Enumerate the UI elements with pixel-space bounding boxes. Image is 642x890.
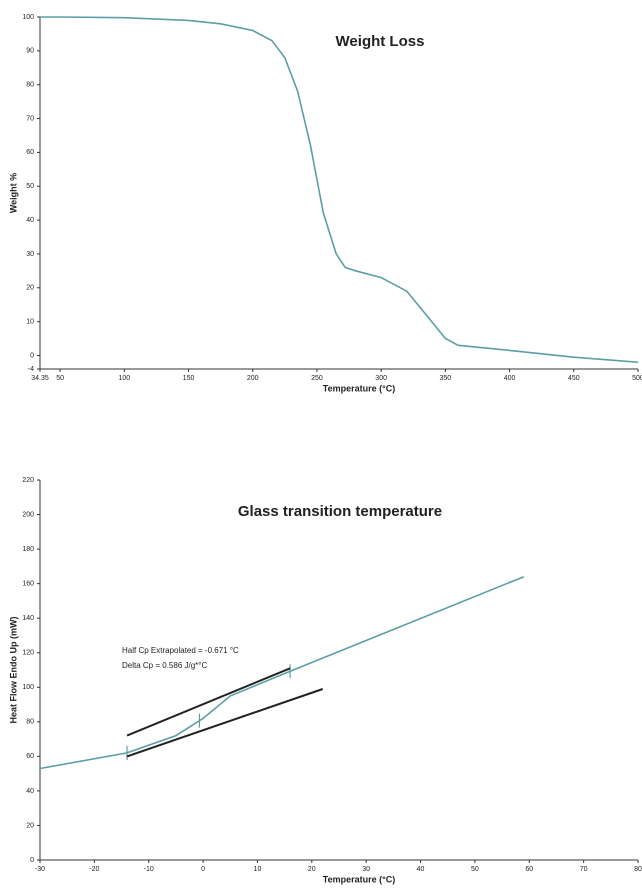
x-tick-label: 350 — [440, 375, 452, 382]
y-tick-label: 160 — [22, 580, 34, 587]
y-tick-label: 0 — [30, 352, 34, 359]
x-tick-label: -20 — [89, 866, 99, 873]
y-tick-label: 100 — [22, 14, 34, 21]
data-line — [40, 16, 639, 363]
annotation: Half Cp Extrapolated = -0.671 °C — [122, 646, 239, 655]
y-tick-label: -4 — [28, 366, 34, 373]
x-tick-label: 70 — [580, 866, 588, 873]
x-tick-label: 50 — [471, 866, 479, 873]
y-tick-label: 180 — [22, 546, 34, 553]
y-tick-label: 60 — [26, 149, 34, 156]
y-axis-title: Weight % — [8, 173, 18, 213]
chart-title: Weight Loss — [336, 33, 425, 50]
x-axis-title: Temperature (°C) — [323, 874, 395, 884]
data-line — [126, 688, 324, 758]
x-tick-label: 0 — [201, 866, 205, 873]
y-tick-label: 90 — [26, 48, 34, 55]
x-tick-label: 200 — [247, 375, 259, 382]
annotation: Delta Cp = 0.586 J/g*°C — [122, 661, 207, 670]
y-tick-label: 220 — [22, 477, 34, 484]
y-tick-label: 40 — [26, 217, 34, 224]
y-tick-label: 120 — [22, 650, 34, 657]
chart-title: Glass transition temperature — [238, 503, 442, 520]
y-tick-label: 20 — [26, 285, 34, 292]
y-tick-label: 80 — [26, 719, 34, 726]
x-tick-label: 80 — [634, 866, 642, 873]
y-tick-label: 80 — [26, 82, 34, 89]
y-tick-label: 20 — [26, 822, 34, 829]
x-tick-label: 400 — [504, 375, 516, 382]
y-tick-label: 200 — [22, 511, 34, 518]
y-tick-label: 140 — [22, 615, 34, 622]
x-tick-label: -10 — [144, 866, 154, 873]
x-tick-label: 300 — [375, 375, 387, 382]
x-tick-label: -30 — [35, 866, 45, 873]
y-tick-label: 0 — [30, 857, 34, 864]
x-tick-label: 10 — [254, 866, 262, 873]
x-axis-title: Temperature (°C) — [323, 383, 395, 393]
y-axis-title: Heat Flow Endo Up (mW) — [8, 617, 18, 724]
y-tick-label: 10 — [26, 318, 34, 325]
x-tick-label: 34.35 — [31, 375, 49, 382]
x-tick-label: 40 — [417, 866, 425, 873]
x-tick-label: 100 — [118, 375, 130, 382]
x-tick-label: 500 — [632, 375, 642, 382]
y-tick-label: 50 — [26, 183, 34, 190]
y-tick-label: 70 — [26, 115, 34, 122]
x-tick-label: 450 — [568, 375, 580, 382]
x-tick-label: 20 — [308, 866, 316, 873]
x-tick-label: 30 — [362, 866, 370, 873]
y-tick-label: 100 — [22, 684, 34, 691]
y-tick-label: 30 — [26, 251, 34, 258]
y-tick-label: 40 — [26, 788, 34, 795]
data-line — [126, 667, 291, 737]
y-tick-label: 60 — [26, 753, 34, 760]
x-tick-label: 50 — [56, 375, 64, 382]
x-tick-label: 60 — [525, 866, 533, 873]
x-tick-label: 150 — [183, 375, 195, 382]
x-tick-label: 250 — [311, 375, 323, 382]
